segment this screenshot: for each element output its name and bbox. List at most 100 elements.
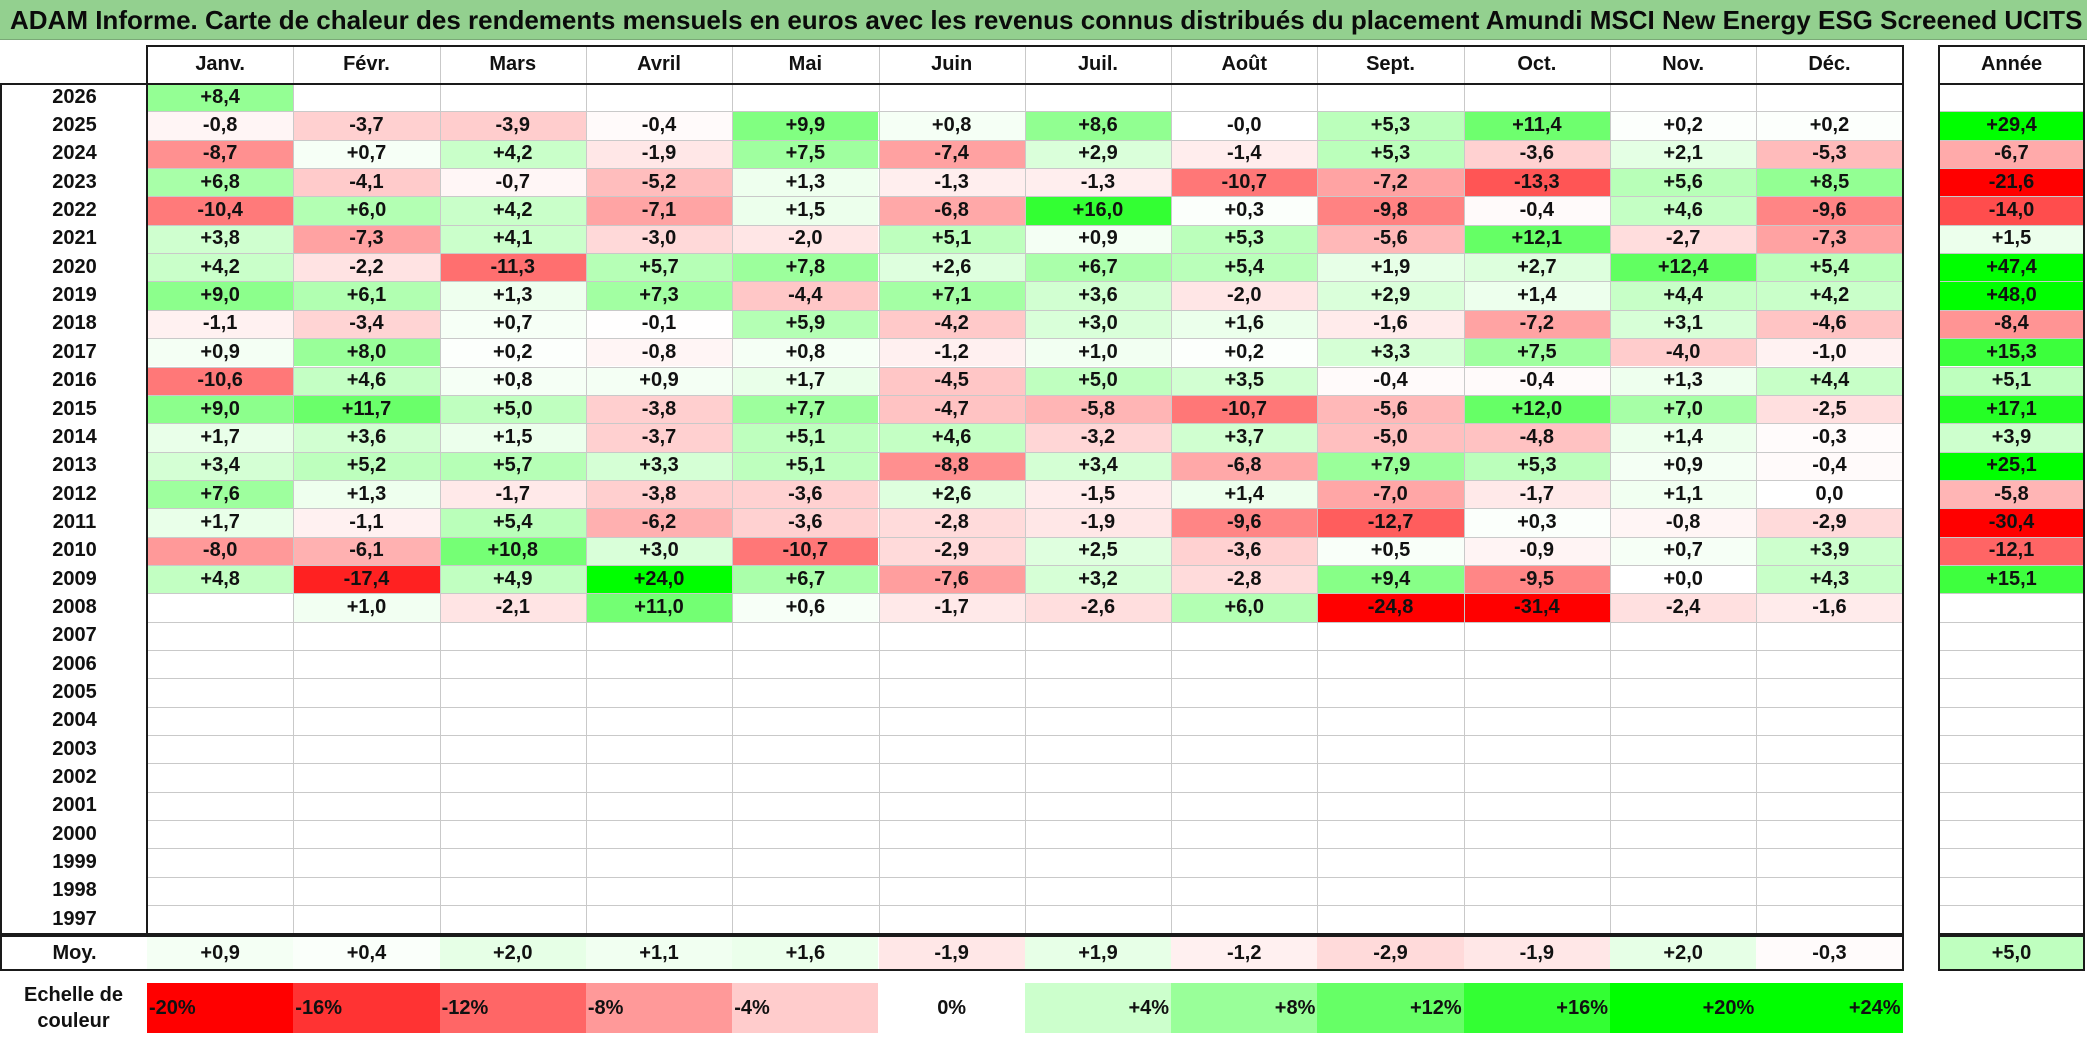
heatmap-cell bbox=[732, 763, 878, 791]
heatmap-cell: +1,4 bbox=[1610, 423, 1757, 452]
heatmap-cell: -1,1 bbox=[147, 309, 294, 339]
heatmap-cell bbox=[440, 735, 586, 763]
heatmap-cell: +0,7 bbox=[439, 309, 586, 339]
heatmap-cell bbox=[1610, 83, 1756, 111]
heatmap-cell: +11,4 bbox=[1463, 111, 1610, 140]
heatmap-cell bbox=[1610, 650, 1756, 678]
heatmap-cell: +0,0 bbox=[1610, 564, 1757, 594]
heatmap-cell: -9,6 bbox=[1171, 508, 1318, 537]
heatmap-cell bbox=[1171, 707, 1317, 735]
average-cell: +1,1 bbox=[585, 937, 733, 969]
heatmap-cell: -5,0 bbox=[1317, 423, 1464, 452]
year-label: 2000 bbox=[52, 822, 97, 845]
heatmap-cell: -3,8 bbox=[585, 479, 733, 509]
year-label: 2015 bbox=[52, 397, 97, 420]
heatmap-cell: +1,1 bbox=[1610, 479, 1757, 509]
color-scale-swatch: +16% bbox=[1463, 983, 1610, 1033]
heatmap-cell bbox=[1464, 622, 1610, 650]
heatmap-cell: -2,5 bbox=[1756, 394, 1903, 424]
heatmap-cell: -4,8 bbox=[1463, 423, 1610, 452]
heatmap-cell bbox=[732, 735, 878, 763]
heatmap-cell: +1,4 bbox=[1463, 281, 1610, 310]
average-cell: -1,2 bbox=[1171, 937, 1318, 969]
heatmap-cell bbox=[1025, 678, 1171, 706]
heatmap-cell: -2,2 bbox=[293, 253, 440, 282]
heatmap-cell bbox=[1317, 622, 1463, 650]
year-label: 2008 bbox=[52, 595, 97, 618]
heatmap-cell: +1,7 bbox=[147, 423, 294, 452]
heatmap-cell bbox=[1171, 792, 1317, 820]
month-header: Déc. bbox=[1808, 52, 1851, 75]
heatmap-cell bbox=[586, 678, 732, 706]
heatmap-cell bbox=[586, 877, 732, 905]
heatmap-cell: +9,0 bbox=[147, 281, 294, 310]
heatmap-cell: -2,9 bbox=[1756, 508, 1903, 537]
heatmap-cell: -5,2 bbox=[585, 168, 733, 197]
heatmap-cell bbox=[1025, 877, 1171, 905]
row-gridline bbox=[1939, 791, 2084, 793]
heatmap-cell: -4,5 bbox=[878, 366, 1025, 395]
row-gridline bbox=[1939, 876, 2084, 878]
heatmap-cell bbox=[879, 820, 1025, 848]
heatmap-cell: +24,0 bbox=[585, 564, 733, 594]
heatmap-cell: -2,7 bbox=[1610, 224, 1757, 254]
heatmap-cell bbox=[732, 707, 878, 735]
heatmap-cell bbox=[147, 622, 293, 650]
heatmap-cell: -3,9 bbox=[439, 111, 586, 140]
heatmap-cell: -7,1 bbox=[585, 196, 733, 225]
header-divider bbox=[1939, 83, 2084, 85]
heatmap-cell: -1,4 bbox=[1171, 139, 1318, 169]
chart-title-bar: ADAM Informe. Carte de chaleur des rende… bbox=[0, 0, 2087, 40]
row-gridline bbox=[1939, 735, 2084, 737]
heatmap-cell bbox=[147, 650, 293, 678]
heatmap-cell: +16,0 bbox=[1024, 196, 1172, 225]
year-label: 2011 bbox=[52, 510, 97, 533]
row-gridline bbox=[1939, 281, 2084, 283]
row-gridline bbox=[1939, 394, 2084, 396]
heatmap-cell: -1,9 bbox=[585, 139, 733, 169]
column-gridline bbox=[732, 45, 734, 934]
heatmap-cell: +6,7 bbox=[732, 564, 879, 594]
color-scale-swatch: -16% bbox=[293, 983, 440, 1033]
heatmap-cell bbox=[1610, 877, 1756, 905]
heatmap-cell bbox=[879, 877, 1025, 905]
heatmap-cell: +0,8 bbox=[878, 111, 1025, 140]
heatmap-cell bbox=[732, 877, 878, 905]
heatmap-cell bbox=[147, 593, 293, 621]
heatmap-cell bbox=[732, 848, 878, 876]
heatmap-cell bbox=[879, 678, 1025, 706]
heatmap-cell bbox=[440, 678, 586, 706]
heatmap-cell bbox=[586, 763, 732, 791]
heatmap-cell: -3,4 bbox=[293, 309, 440, 339]
heatmap-cell bbox=[293, 848, 439, 876]
year-label: 1997 bbox=[52, 907, 97, 930]
heatmap-cell: -1,0 bbox=[1756, 338, 1903, 367]
year-label: 2014 bbox=[52, 425, 97, 448]
heatmap-cell bbox=[1464, 678, 1610, 706]
heatmap-cell: +0,3 bbox=[1463, 508, 1610, 537]
year-label: 2017 bbox=[52, 340, 97, 363]
heatmap-cell bbox=[440, 905, 586, 933]
heatmap-cell: +3,2 bbox=[1024, 564, 1172, 594]
heatmap-cell: -2,9 bbox=[878, 536, 1025, 565]
heatmap-cell: +8,0 bbox=[293, 338, 440, 367]
heatmap-cell: +3,1 bbox=[1610, 309, 1757, 339]
heatmap-cell: +5,4 bbox=[439, 508, 586, 537]
heatmap-cell bbox=[147, 763, 293, 791]
row-gridline bbox=[1939, 309, 2084, 311]
heatmap-cell: +1,7 bbox=[732, 366, 879, 395]
heatmap-cell bbox=[440, 650, 586, 678]
heatmap-cell: +1,3 bbox=[439, 281, 586, 310]
heatmap-cell bbox=[1464, 877, 1610, 905]
color-scale-swatch: +4% bbox=[1024, 983, 1172, 1033]
heatmap-cell: +5,3 bbox=[1171, 224, 1318, 254]
heatmap-cell bbox=[1610, 820, 1756, 848]
heatmap-cell bbox=[147, 848, 293, 876]
heatmap-cell bbox=[293, 792, 439, 820]
heatmap-cell: +5,2 bbox=[293, 451, 440, 480]
heatmap-cell: +0,2 bbox=[1610, 111, 1757, 140]
heatmap-cell bbox=[147, 792, 293, 820]
heatmap-cell bbox=[1317, 735, 1463, 763]
heatmap-cell: -6,8 bbox=[878, 196, 1025, 225]
month-header: Avril bbox=[637, 52, 681, 75]
